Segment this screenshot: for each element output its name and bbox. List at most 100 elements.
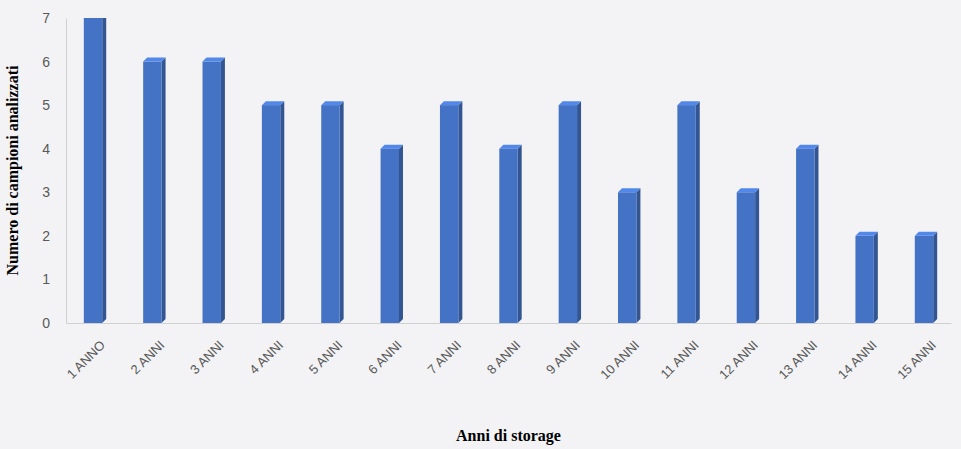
bar: [737, 192, 755, 323]
x-tick: 14 ANNI: [835, 323, 880, 382]
x-tick: 11 ANNI: [657, 323, 701, 382]
bar-group: [855, 232, 877, 323]
bar-top: [915, 232, 937, 236]
bar-side: [280, 101, 284, 323]
x-tick-label: 3 ANNI: [187, 337, 227, 377]
bar: [321, 105, 339, 323]
y-tick-label: 0: [42, 315, 50, 331]
x-tick: 7 ANNI: [424, 323, 464, 377]
bars: [84, 18, 937, 323]
x-tick-label: 2 ANNI: [128, 337, 168, 377]
bar-top: [381, 145, 403, 149]
x-tick: 6 ANNI: [365, 323, 405, 377]
bar-side: [162, 58, 166, 323]
x-tick: 3 ANNI: [187, 323, 227, 377]
y-tick-label: 2: [42, 228, 50, 244]
y-axis-line: [66, 19, 67, 324]
plot: 012345671 ANNO2 ANNI3 ANNI4 ANNI5 ANNI6 …: [42, 10, 951, 382]
bar-side: [221, 58, 225, 323]
y-tick: 6: [42, 54, 66, 70]
x-tick-label: 9 ANNI: [543, 337, 583, 377]
bar: [855, 236, 873, 323]
bar-top: [796, 145, 818, 149]
bar-group: [618, 188, 640, 323]
x-axis: 1 ANNO 2 ANNI 3 ANNI 4 ANNI 5 ANNI 6 ANNI 7 AN…: [64, 323, 952, 382]
x-tick-label: 13 ANNI: [775, 337, 820, 382]
x-tick: 1 ANNO: [64, 323, 108, 382]
bar-top: [559, 101, 581, 105]
bar: [915, 236, 933, 323]
bar-side: [696, 101, 700, 323]
x-tick-label: 6 ANNI: [365, 337, 405, 377]
bar: [203, 62, 221, 323]
bar-top: [143, 58, 165, 62]
x-axis-title: Anni di storage: [456, 427, 561, 445]
x-tick: 2 ANNI: [128, 323, 168, 377]
bar-top: [499, 145, 521, 149]
bar-top: [321, 101, 343, 105]
x-tick: 8 ANNI: [484, 323, 524, 377]
x-tick-label: 1 ANNO: [64, 337, 108, 381]
bar-group: [381, 145, 403, 323]
y-axis-title: Numero di campioni analizzati: [4, 65, 22, 275]
bar-group: [677, 101, 699, 323]
bar-group: [796, 145, 818, 323]
x-tick-label: 15 ANNI: [894, 337, 939, 382]
x-tick: 10 ANNI: [597, 323, 642, 382]
bar-side: [933, 232, 937, 323]
bar: [559, 105, 577, 323]
y-tick: 5: [42, 97, 66, 113]
bar-side: [458, 101, 462, 323]
bar: [143, 62, 161, 323]
bar-group: [499, 145, 521, 323]
bar-group: [84, 18, 106, 323]
bar-top: [618, 188, 640, 192]
x-axis-line: [67, 323, 952, 324]
y-tick: 4: [42, 141, 66, 157]
bar-top: [203, 58, 225, 62]
x-tick: 15 ANNI: [894, 323, 939, 382]
bar-group: [143, 58, 165, 323]
x-tick: 5 ANNI: [306, 323, 346, 377]
x-tick-label: 11 ANNI: [657, 337, 701, 381]
x-tick-label: 7 ANNI: [424, 337, 464, 377]
bar-side: [102, 18, 106, 323]
bar-group: [559, 101, 581, 323]
x-tick-label: 4 ANNI: [246, 337, 286, 377]
bar-side: [340, 101, 344, 323]
bar-top: [677, 101, 699, 105]
bar-side: [636, 188, 640, 323]
bar-side: [577, 101, 581, 323]
bar: [381, 149, 399, 323]
bar: [796, 149, 814, 323]
bar-group: [915, 232, 937, 323]
bar-top: [262, 101, 284, 105]
x-tick: 12 ANNI: [716, 323, 761, 382]
bar-group: [203, 58, 225, 323]
x-tick: 4 ANNI: [246, 323, 286, 377]
y-axis: 01234567: [42, 10, 66, 331]
bar-group: [321, 101, 343, 323]
y-tick: 0: [42, 315, 66, 331]
bar: [618, 192, 636, 323]
y-tick: 1: [42, 271, 66, 287]
y-tick-label: 4: [42, 141, 50, 157]
y-tick-label: 3: [42, 184, 50, 200]
bar-side: [874, 232, 878, 323]
y-tick-label: 5: [42, 97, 50, 113]
x-tick: 9 ANNI: [543, 323, 583, 377]
y-tick: 3: [42, 184, 66, 200]
bar: [499, 149, 517, 323]
x-tick-label: 10 ANNI: [597, 337, 642, 382]
bar-side: [814, 145, 818, 323]
bar: [677, 105, 695, 323]
bar-top: [440, 101, 462, 105]
bar-side: [399, 145, 403, 323]
x-tick-label: 12 ANNI: [716, 337, 761, 382]
y-tick: 2: [42, 228, 66, 244]
bar: [262, 105, 280, 323]
bar: [440, 105, 458, 323]
bar-side: [755, 188, 759, 323]
bar-group: [737, 188, 759, 323]
bar-group: [262, 101, 284, 323]
